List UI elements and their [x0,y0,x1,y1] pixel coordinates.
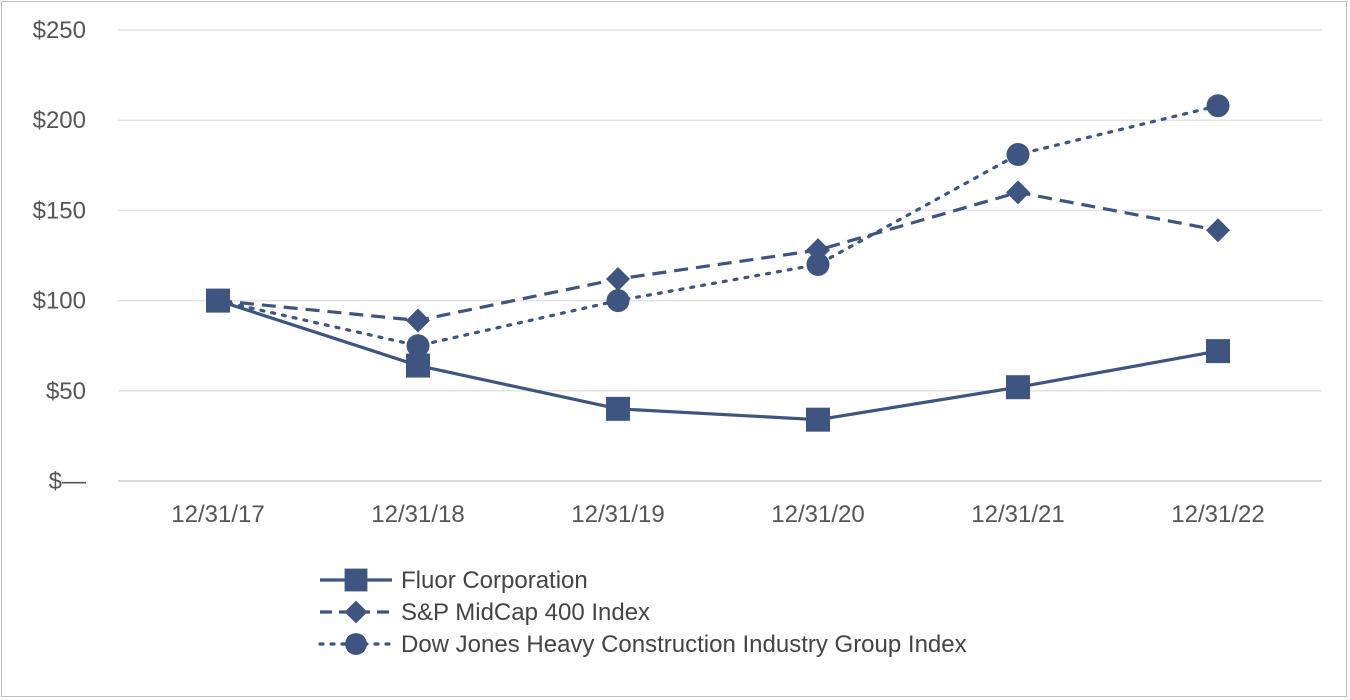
data-point-square [1006,375,1030,400]
legend-marker-circle [345,633,367,655]
data-point-square [206,288,230,313]
data-point-diamond [606,266,630,291]
data-point-diamond [406,308,430,333]
data-point-circle [406,334,430,358]
data-point-diamond [1006,180,1030,205]
legend-marker-square [344,568,368,592]
y-tick-label: $200 [33,107,86,134]
data-point-square [406,353,430,378]
x-tick-label: 12/31/21 [971,501,1064,528]
y-tick-label: $100 [33,288,86,315]
x-tick-label: 12/31/18 [371,501,464,528]
series-line-square [217,299,1219,422]
x-tick-label: 12/31/22 [1171,501,1264,528]
legend-marker-diamond [344,600,368,624]
data-point-circle [1206,94,1230,118]
data-point-square [806,407,830,432]
y-tick-label: $— [49,468,86,495]
series-line-circle [216,104,1220,348]
y-tick-label: $250 [33,17,86,44]
x-tick-label: 12/31/17 [171,501,264,528]
y-axis-ticks: $— $50 $100 $150 $200 $250 [33,17,86,495]
y-tick-label: $150 [33,197,86,224]
gridlines [118,29,1322,482]
series-lines [216,104,1220,422]
legend-label: S&P MidCap 400 Index [401,599,650,626]
data-point-diamond [1206,218,1230,243]
legend-label: Dow Jones Heavy Construction Industry Gr… [401,631,967,658]
data-point-circle [606,289,630,313]
y-tick-label: $50 [46,378,86,405]
legend-label: Fluor Corporation [401,567,588,594]
data-point-square [606,396,630,421]
data-point-circle [1006,142,1030,166]
series-markers [206,94,1230,432]
series-line-diamond [217,190,1219,323]
x-axis-ticks: 12/31/17 12/31/18 12/31/19 12/31/20 12/31/21… [171,501,1264,528]
legend: Fluor Corporation S&P MidCap 400 Index Dow… [318,567,967,658]
x-tick-label: 12/31/19 [571,501,664,528]
data-point-square [1206,339,1230,364]
data-point-diamond [806,238,830,263]
data-point-circle [806,253,830,277]
x-tick-label: 12/31/20 [771,501,864,528]
